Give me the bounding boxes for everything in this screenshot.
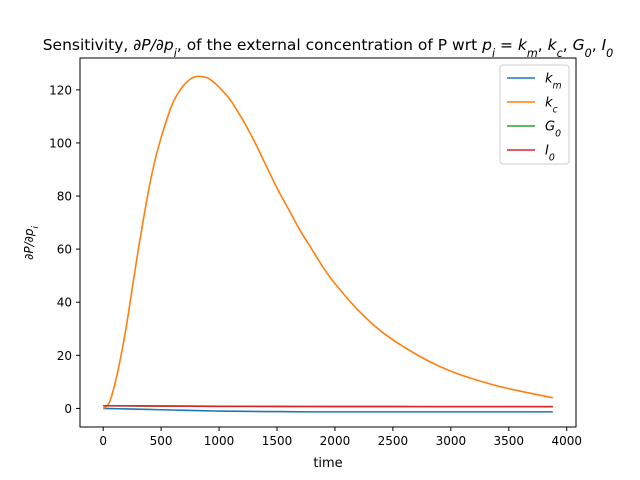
y-axis-label: ∂P/∂pi <box>22 226 41 260</box>
legend-entry-label: km <box>545 72 562 92</box>
chart-title: Sensitivity, ∂P/∂pi, of the external con… <box>43 36 614 60</box>
legend-entry-label: kc <box>545 96 559 116</box>
x-tick-label: 0 <box>99 434 107 448</box>
y-tick-label: 100 <box>49 136 72 150</box>
y-tick-label: 120 <box>49 83 72 97</box>
series-line-i-0 <box>103 404 553 408</box>
series-line-k-m <box>103 407 553 413</box>
y-tick-label: 80 <box>57 190 72 204</box>
x-tick-label: 4000 <box>551 434 582 448</box>
y-tick-label: 60 <box>57 243 72 257</box>
legend-entry-label: G0 <box>545 120 561 140</box>
x-tick-label: 2500 <box>378 434 409 448</box>
x-tick-label: 1000 <box>204 434 235 448</box>
series-line-k-c <box>102 75 553 410</box>
y-tick-label: 40 <box>57 296 72 310</box>
x-tick-label: 500 <box>150 434 173 448</box>
y-tick-label: 0 <box>64 402 72 416</box>
legend-entry-label: I0 <box>545 144 555 164</box>
x-tick-label: 3000 <box>436 434 467 448</box>
axes-frame <box>79 57 577 428</box>
x-axis-label: time <box>313 456 342 471</box>
x-tick-label: 2000 <box>320 434 351 448</box>
plot-series-layer <box>102 75 553 413</box>
legend: km kc G0 I0 <box>499 64 570 165</box>
y-axis-ticks: 0 20 40 60 80 100 120 <box>49 83 80 416</box>
legend-box <box>499 64 570 165</box>
y-tick-label: 20 <box>57 349 72 363</box>
x-tick-label: 3500 <box>494 434 525 448</box>
x-tick-label: 1500 <box>262 434 293 448</box>
x-axis-ticks: 0 500 1000 1500 2000 2500 3000 3500 4000 <box>99 427 582 448</box>
